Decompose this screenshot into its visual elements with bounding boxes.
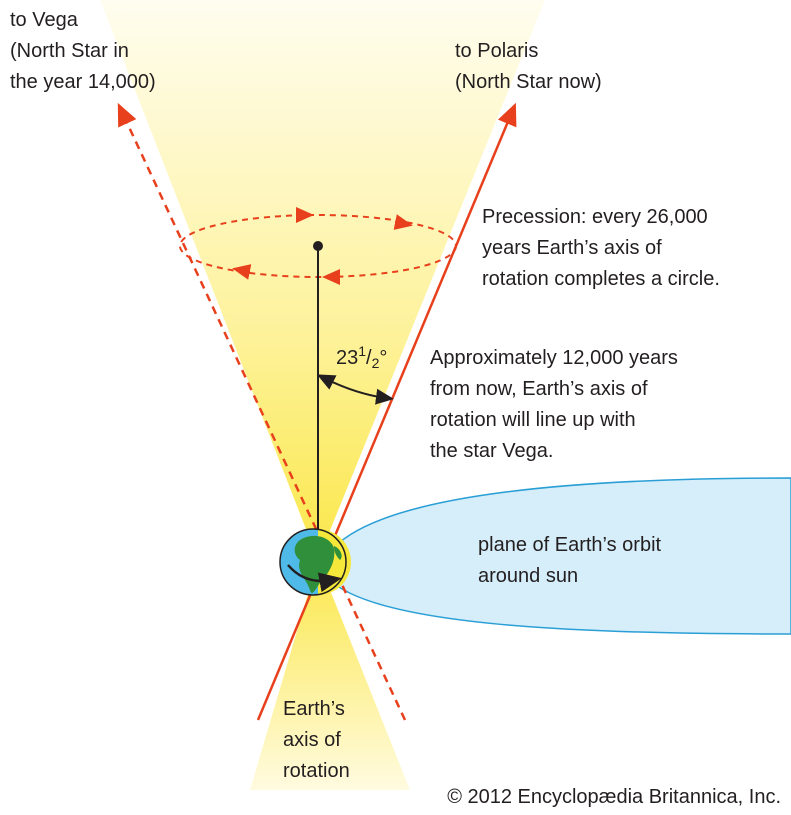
precession-label: rotation completes a circle. <box>482 268 720 290</box>
angle-numerator: 1 <box>358 343 366 359</box>
axis-label: Earth’s <box>283 698 345 720</box>
future-label: Approximately 12,000 years <box>430 347 678 369</box>
polaris-label: to Polaris <box>455 40 538 62</box>
polaris-label: (North Star now) <box>455 71 602 93</box>
angle-whole: 23 <box>336 347 358 369</box>
orbit-plane <box>330 478 791 634</box>
future-label: from now, Earth’s axis of <box>430 378 648 400</box>
future-label: the star Vega. <box>430 440 553 462</box>
angle-unit: ° <box>379 347 387 369</box>
vega-label: to Vega <box>10 9 79 31</box>
axis-dot <box>313 241 323 251</box>
precession-label: Precession: every 26,000 <box>482 206 708 228</box>
vega-label: the year 14,000) <box>10 71 156 93</box>
diagram: to Vega (North Star in the year 14,000) … <box>0 0 791 810</box>
angle-denominator: 2 <box>372 355 380 371</box>
orbit-label: plane of Earth’s orbit <box>478 534 662 556</box>
orbit-label: around sun <box>478 565 578 587</box>
vega-label: (North Star in <box>10 40 129 62</box>
future-label: rotation will line up with <box>430 409 636 431</box>
axis-label: rotation <box>283 760 350 782</box>
copyright: © 2012 Encyclopædia Britannica, Inc. <box>447 786 781 808</box>
axis-label: axis of <box>283 729 341 751</box>
precession-label: years Earth’s axis of <box>482 237 662 259</box>
earth <box>280 529 351 595</box>
